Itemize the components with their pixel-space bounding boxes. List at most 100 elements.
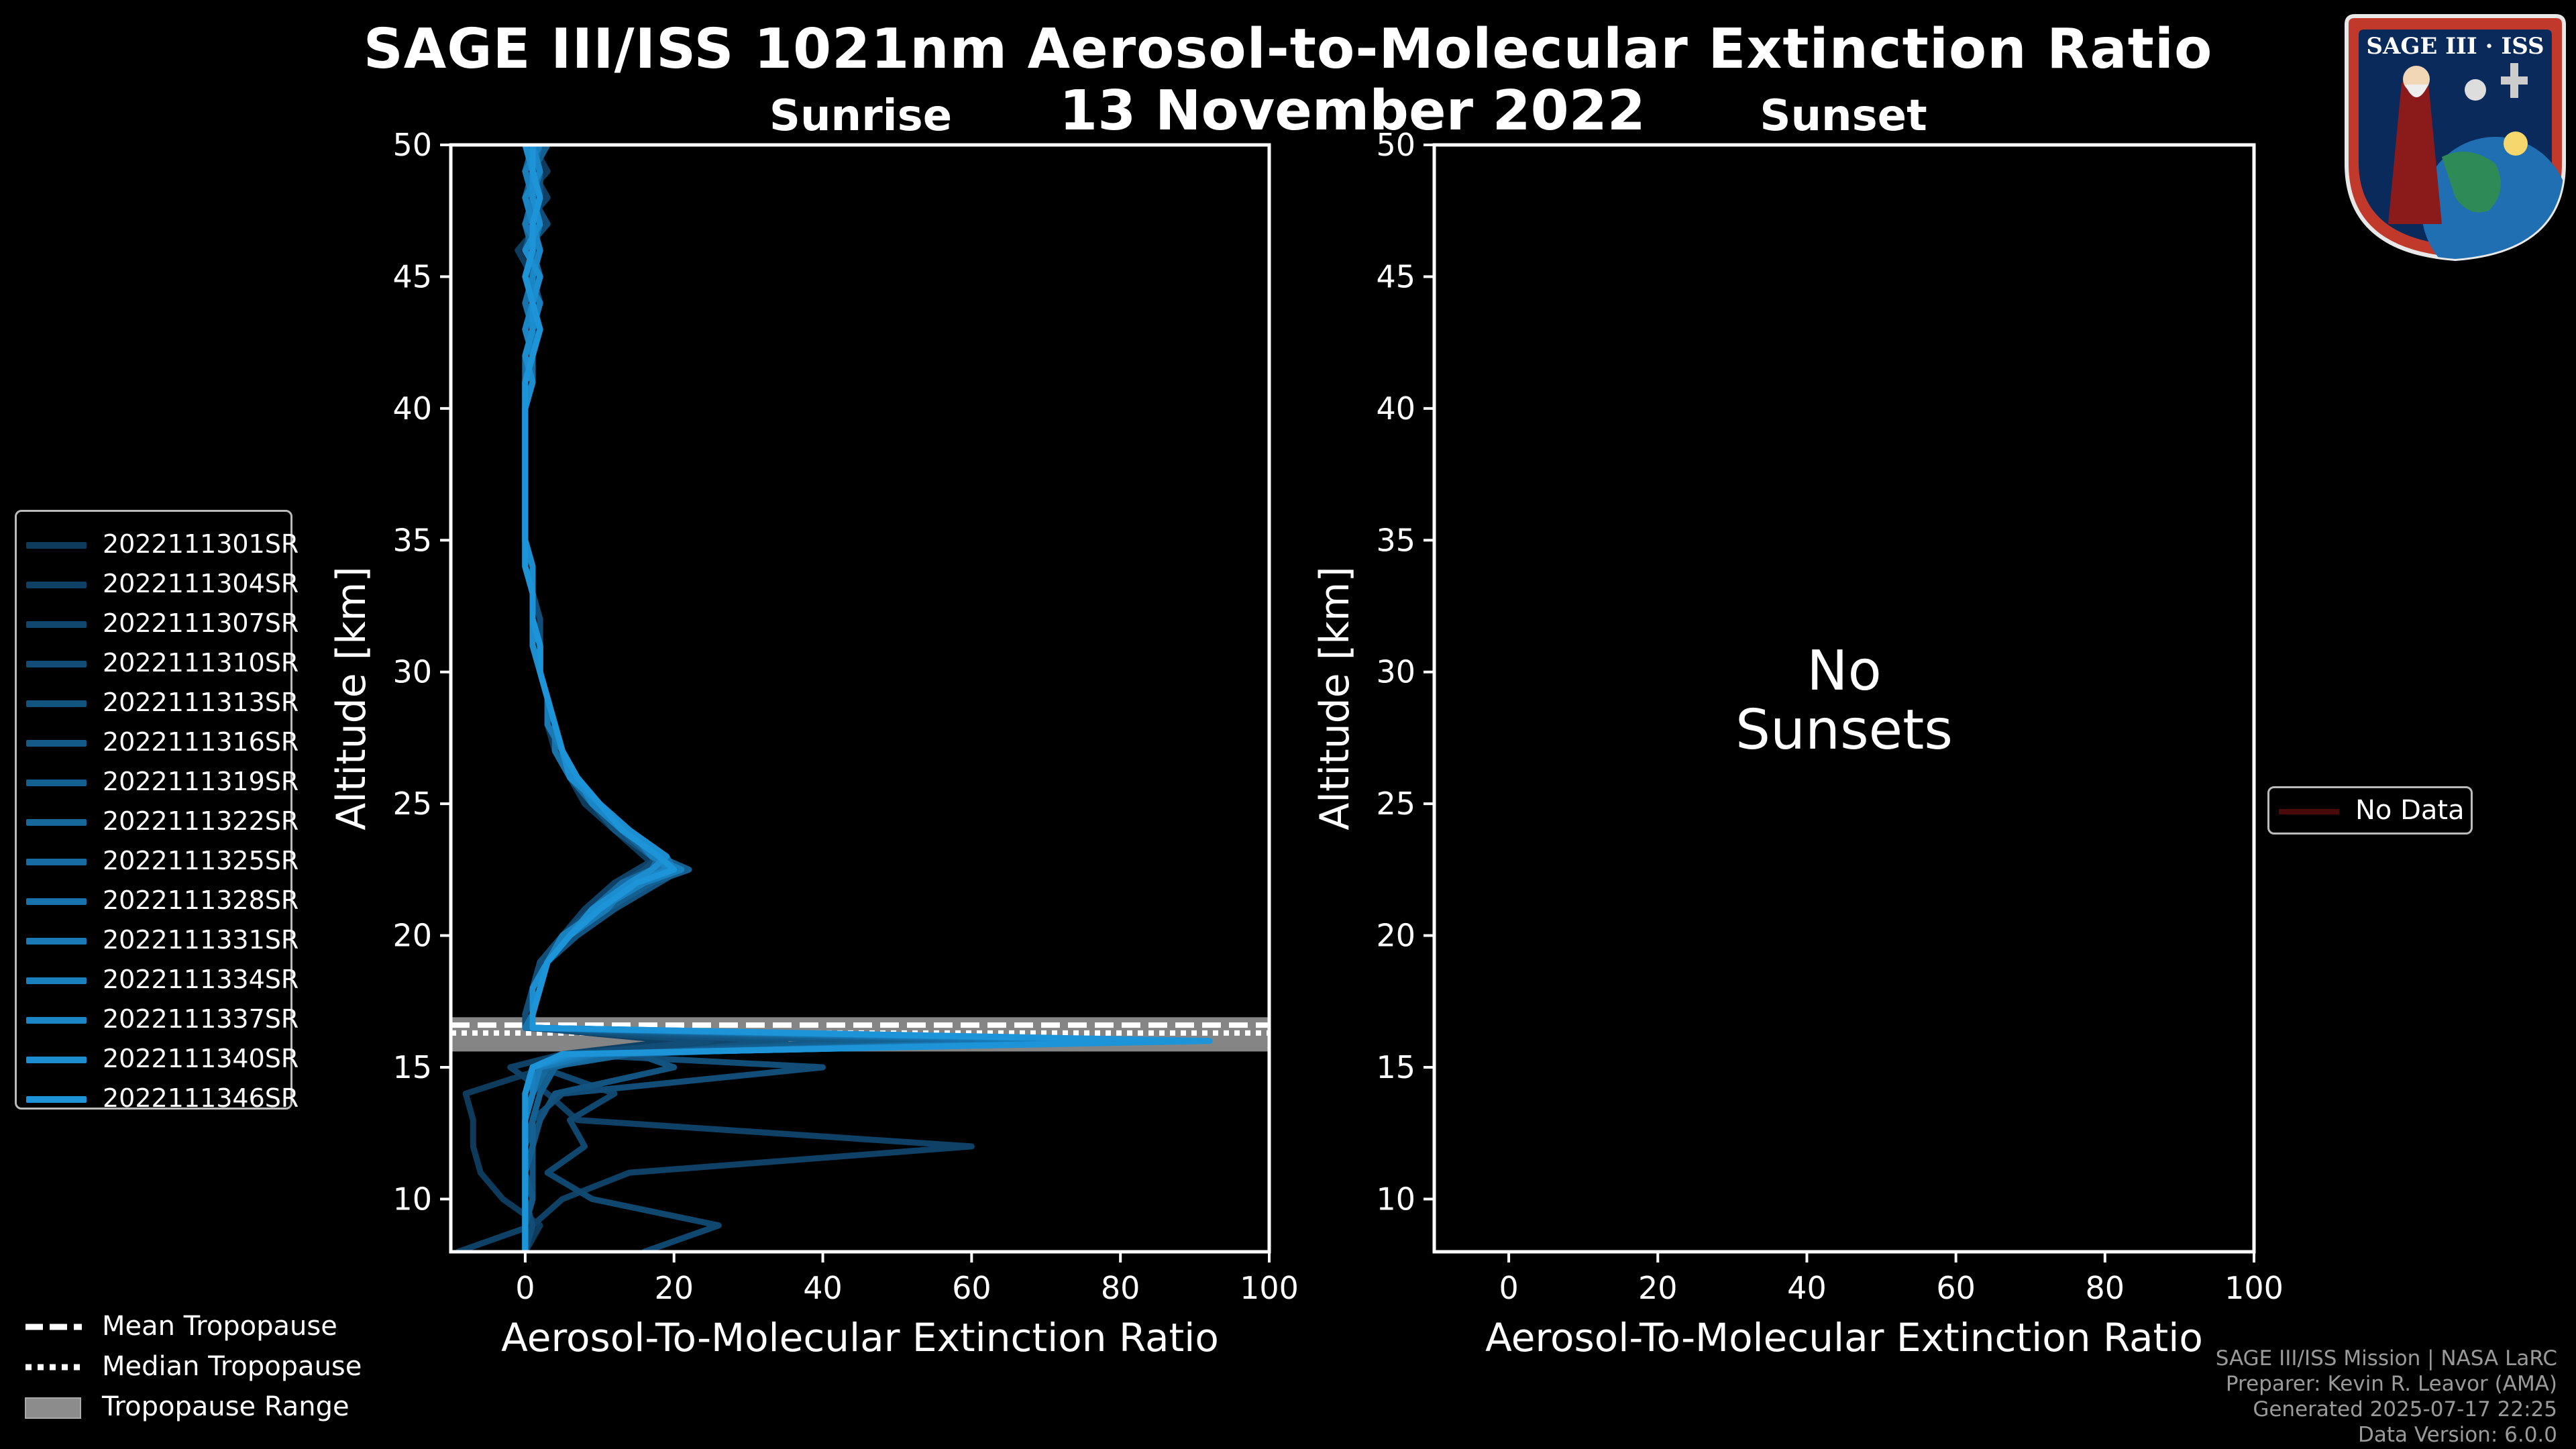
legend-label: 2022111310SR (103, 648, 299, 678)
legend-label: 2022111337SR (103, 1004, 299, 1034)
legend-tropopause-range-label: Tropopause Range (102, 1391, 350, 1422)
y-tick-label: 50 (1376, 127, 1415, 163)
legend-entry: 2022111301SR (17, 524, 299, 563)
tropopause-legend: Mean Tropopause Median Tropopause Tropop… (20, 1308, 423, 1429)
legend-label: 2022111313SR (103, 688, 299, 717)
figure-date: 13 November 2022 (1059, 79, 1646, 143)
legend-label: 2022111328SR (103, 885, 299, 915)
legend-entry: 2022111319SR (17, 761, 299, 800)
footer-generated: Generated 2025-07-17 22:25 (2253, 1397, 2557, 1421)
dashed-line-icon (25, 1324, 82, 1330)
sunset-x-axis-label: Aerosol-To-Molecular Extinction Ratio (1485, 1315, 2203, 1360)
sunrise-y-axis-label: Altitude [km] (328, 566, 375, 830)
y-tick-label: 25 (1376, 786, 1415, 822)
figure-title: SAGE III/ISS 1021nm Aerosol-to-Molecular… (363, 17, 2213, 81)
y-tick-label: 30 (392, 654, 432, 690)
series-line-2022111328SR (522, 145, 1087, 1252)
y-tick-label: 20 (1376, 918, 1415, 954)
no-sunsets-text-line1: No (1807, 639, 1882, 703)
x-tick-label: 100 (2224, 1270, 2284, 1306)
legend-mean-tropopause-label: Mean Tropopause (102, 1311, 337, 1342)
legend-label: 2022111319SR (103, 767, 299, 796)
series-line-2022111310SR (522, 145, 826, 1252)
legend-line-swatch (26, 621, 87, 628)
legend-line-swatch (26, 898, 87, 905)
legend-entry: 2022111346SR (17, 1078, 299, 1117)
no-sunsets-text-line2: Sunsets (1735, 698, 1953, 762)
legend-label: 2022111340SR (103, 1044, 299, 1073)
y-tick-label: 10 (1376, 1181, 1415, 1217)
legend-line-swatch (26, 1017, 87, 1024)
legend-entry: 2022111325SR (17, 841, 299, 879)
legend-label: 2022111304SR (103, 569, 299, 598)
legend-entry: 2022111304SR (17, 564, 299, 602)
legend-mean-tropopause: Mean Tropopause (20, 1308, 423, 1347)
footer-version: Data Version: 6.0.0 (2357, 1423, 2557, 1447)
footer-credits: SAGE III/ISS Mission | NASA LaRC Prepare… (2216, 1346, 2557, 1448)
x-tick-label: 0 (515, 1270, 535, 1306)
legend-entry: 2022111313SR (17, 682, 299, 721)
legend-entry: 2022111322SR (17, 801, 299, 840)
legend-label: 2022111301SR (103, 529, 299, 559)
no-data-legend: No Data (2267, 786, 2473, 835)
y-tick-label: 50 (392, 127, 432, 163)
legend-line-swatch (26, 859, 87, 865)
x-tick-label: 100 (1240, 1270, 1299, 1306)
legend-label: 2022111322SR (103, 806, 299, 836)
y-tick-label: 40 (1376, 390, 1415, 427)
y-tick-label: 15 (1376, 1049, 1415, 1085)
series-line-2022111346SR (522, 145, 1213, 1252)
legend-entry: 2022111331SR (17, 920, 299, 959)
sunrise-panel-title: Sunrise (769, 91, 953, 141)
y-tick-label: 30 (1376, 654, 1415, 690)
legend-label: 2022111334SR (103, 965, 299, 994)
sage-iii-iss-logo: SAGE III · ISS (2345, 14, 2566, 262)
legend-entry: 2022111310SR (17, 643, 299, 682)
legend-label: 2022111307SR (103, 608, 299, 638)
x-tick-label: 20 (1638, 1270, 1678, 1306)
legend-line-swatch (26, 700, 87, 707)
legend-line-swatch (26, 819, 87, 826)
legend-line-swatch (26, 740, 87, 747)
no-data-label: No Data (2355, 795, 2465, 826)
y-tick-label: 35 (392, 522, 432, 558)
x-tick-label: 80 (2086, 1270, 2125, 1306)
legend-label: 2022111331SR (103, 925, 299, 955)
no-data-line-icon (2279, 809, 2339, 814)
sunrise-axes-frame (449, 143, 1271, 1254)
legend-entry: 2022111307SR (17, 603, 299, 642)
legend-entry: 2022111340SR (17, 1038, 299, 1077)
dotted-line-icon (25, 1364, 82, 1371)
x-tick-label: 60 (952, 1270, 991, 1306)
legend-line-swatch (26, 977, 87, 984)
sunset-panel-title: Sunset (1760, 91, 1927, 141)
y-tick-label: 40 (392, 390, 432, 427)
range-patch-icon (25, 1397, 81, 1419)
x-tick-label: 40 (1787, 1270, 1827, 1306)
x-tick-label: 40 (803, 1270, 843, 1306)
y-tick-label: 45 (1376, 258, 1415, 294)
x-tick-label: 80 (1101, 1270, 1140, 1306)
legend-line-swatch (26, 938, 87, 945)
y-tick-label: 15 (392, 1049, 432, 1085)
legend-line-swatch (26, 542, 87, 549)
legend-entry: 2022111334SR (17, 959, 299, 998)
legend-line-swatch (26, 1096, 87, 1103)
legend-line-swatch (26, 661, 87, 667)
legend-label: 2022111316SR (103, 727, 299, 757)
legend-line-swatch (26, 582, 87, 588)
sunset-y-axis-label: Altitude [km] (1311, 566, 1358, 830)
legend-tropopause-range: Tropopause Range (20, 1389, 423, 1428)
legend-label: 2022111325SR (103, 846, 299, 875)
y-tick-label: 35 (1376, 522, 1415, 558)
x-tick-label: 0 (1499, 1270, 1518, 1306)
legend-median-tropopause-label: Median Tropopause (102, 1351, 362, 1382)
legend-line-swatch (26, 780, 87, 786)
y-tick-label: 10 (392, 1181, 432, 1217)
legend-label: 2022111346SR (103, 1083, 299, 1113)
y-tick-label: 20 (392, 918, 432, 954)
footer-preparer: Preparer: Kevin R. Leavor (AMA) (2225, 1372, 2557, 1396)
logo-text: SAGE III · ISS (2366, 33, 2544, 60)
series-line-2022111316SR (522, 145, 863, 1252)
x-tick-label: 20 (654, 1270, 694, 1306)
